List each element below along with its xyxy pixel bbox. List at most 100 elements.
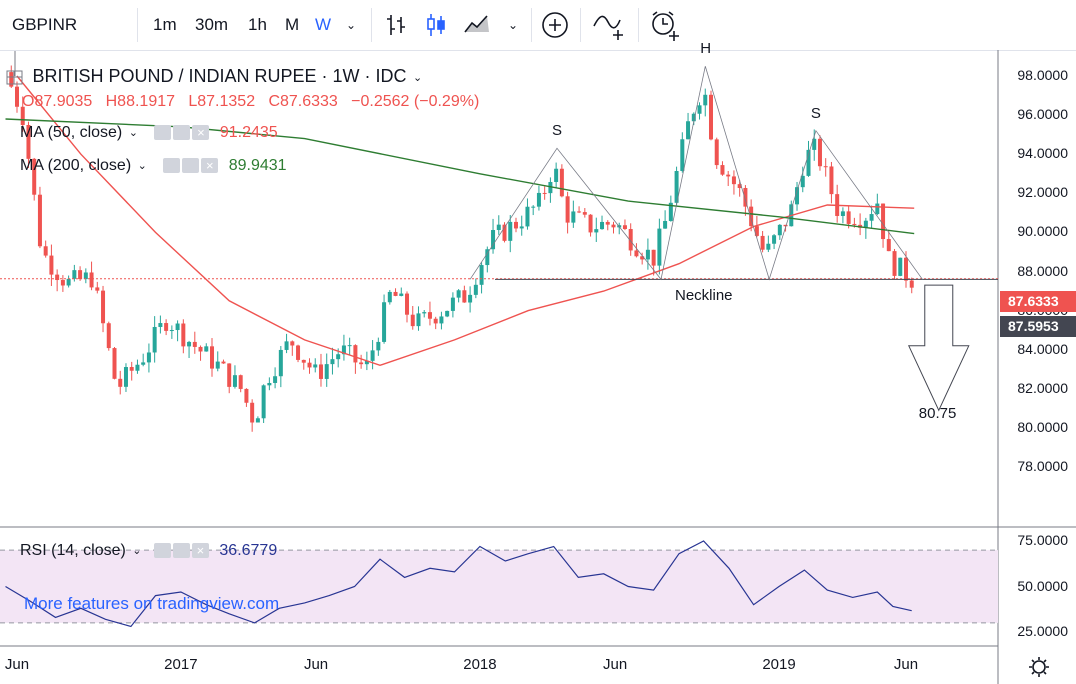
candle: [554, 162, 559, 189]
add-compare-icon[interactable]: [541, 11, 569, 39]
candle: [588, 214, 593, 237]
watermark-link[interactable]: More features on tradingview.com: [24, 594, 280, 613]
candle-body: [749, 206, 754, 227]
candle: [645, 238, 650, 270]
interval-week-button[interactable]: W: [315, 15, 332, 34]
candle: [508, 215, 513, 253]
candle: [772, 234, 777, 250]
symbol-search-button[interactable]: GBPINR: [12, 15, 78, 34]
eye-icon[interactable]: [153, 543, 171, 559]
candle-body: [123, 367, 128, 387]
candle-body: [622, 225, 627, 230]
candle-body: [83, 272, 88, 280]
pattern-label: H: [700, 40, 712, 58]
low-value: L87.1352: [188, 93, 256, 110]
candle-body: [106, 323, 111, 349]
moving-averages: [5, 75, 915, 367]
candle: [376, 337, 381, 356]
candle: [869, 205, 874, 229]
candle-body: [129, 367, 134, 371]
candle: [708, 90, 713, 141]
candle: [536, 185, 541, 211]
ma50-legend[interactable]: MA (50, close) ⌄ × 91.2435: [20, 124, 278, 142]
candle-body: [387, 291, 392, 303]
chart-title: BRITISH POUND / INDIAN RUPEE · 1W · IDC: [32, 66, 407, 86]
candle-body: [565, 196, 570, 223]
candle: [141, 353, 146, 367]
candle: [410, 306, 415, 330]
candles-icon[interactable]: [425, 12, 447, 38]
candle: [359, 354, 364, 369]
price-tick-label: 84.0000: [1017, 340, 1068, 357]
target-label: 80.75: [918, 405, 957, 423]
candle-body: [663, 220, 668, 229]
close-icon[interactable]: ×: [201, 158, 219, 174]
interval-30m-button[interactable]: 30m: [195, 15, 229, 34]
candle: [244, 388, 249, 407]
candle: [307, 358, 312, 374]
candle: [749, 199, 754, 232]
chart-legend: BRITISH POUND / INDIAN RUPEE · 1W · IDC …: [6, 66, 422, 87]
candle-body: [284, 341, 289, 350]
candle-body: [657, 228, 662, 266]
candle: [714, 137, 719, 169]
candle-body: [232, 375, 237, 387]
toolbar-divider: [638, 8, 639, 42]
indicators-icon[interactable]: [592, 10, 628, 40]
candle: [393, 288, 398, 297]
close-icon[interactable]: ×: [192, 125, 210, 141]
close-icon[interactable]: ×: [191, 543, 209, 559]
candle: [49, 244, 54, 286]
settings-icon[interactable]: [1028, 656, 1050, 678]
candle: [439, 311, 444, 330]
candle-body: [869, 214, 874, 221]
candle-body: [714, 139, 719, 166]
gear-icon[interactable]: [172, 543, 190, 559]
chevron-down-icon[interactable]: ⌄: [128, 127, 138, 140]
candle-body: [43, 246, 48, 256]
candle: [622, 219, 627, 231]
chevron-down-icon[interactable]: ⌄: [346, 18, 357, 32]
eye-icon[interactable]: [154, 125, 172, 141]
candle-body: [37, 194, 42, 247]
bar-chart-icon[interactable]: [385, 13, 407, 37]
candle: [175, 320, 180, 342]
candle-body: [89, 272, 94, 288]
chevron-down-icon[interactable]: ⌄: [508, 18, 519, 32]
interval-1m-button[interactable]: 1m: [153, 15, 177, 34]
candle: [152, 316, 157, 363]
candle-body: [135, 364, 140, 371]
candle-body: [909, 280, 914, 288]
interval-month-button[interactable]: M: [285, 15, 300, 34]
ma200-legend[interactable]: MA (200, close) ⌄ × 89.9431: [20, 157, 287, 175]
gear-icon[interactable]: [173, 125, 191, 141]
candle-body: [611, 224, 616, 228]
chevron-down-icon[interactable]: ⌄: [137, 160, 147, 173]
price-tick-label: 88.0000: [1017, 262, 1068, 279]
candle-body: [674, 171, 679, 203]
price-tick-label: 90.0000: [1017, 223, 1068, 240]
alert-clock-icon[interactable]: [648, 9, 682, 41]
candle: [146, 343, 151, 373]
rsi-legend[interactable]: RSI (14, close) ⌄ × 36.6779: [20, 542, 277, 560]
gear-icon[interactable]: [182, 158, 200, 174]
candle: [427, 301, 432, 326]
candle-body: [754, 226, 759, 236]
candle: [55, 269, 60, 292]
time-tick-label: Jun: [303, 656, 329, 673]
candle-body: [101, 290, 106, 324]
chevron-down-icon[interactable]: ⌄: [412, 72, 423, 85]
neckline-price-tag: 87.5953: [1000, 316, 1076, 337]
candle-body: [772, 235, 777, 244]
area-chart-icon[interactable]: [463, 12, 491, 36]
candle-body: [198, 346, 203, 352]
interval-1h-button[interactable]: 1h: [248, 15, 267, 34]
candle-body: [359, 362, 364, 365]
eye-icon[interactable]: [163, 158, 181, 174]
chevron-down-icon[interactable]: ⌄: [132, 545, 142, 558]
candle: [181, 319, 186, 354]
candle-body: [376, 341, 381, 351]
candle: [846, 206, 851, 229]
candle-body: [548, 181, 553, 194]
